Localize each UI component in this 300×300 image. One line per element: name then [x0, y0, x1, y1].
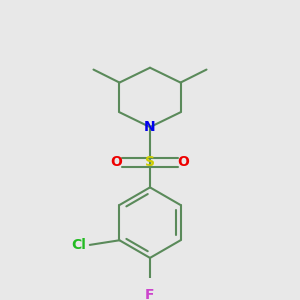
Text: S: S — [145, 155, 155, 169]
Text: O: O — [178, 155, 189, 169]
Text: F: F — [145, 288, 155, 300]
Text: O: O — [111, 155, 122, 169]
Text: N: N — [144, 120, 156, 134]
Text: Cl: Cl — [71, 238, 86, 252]
